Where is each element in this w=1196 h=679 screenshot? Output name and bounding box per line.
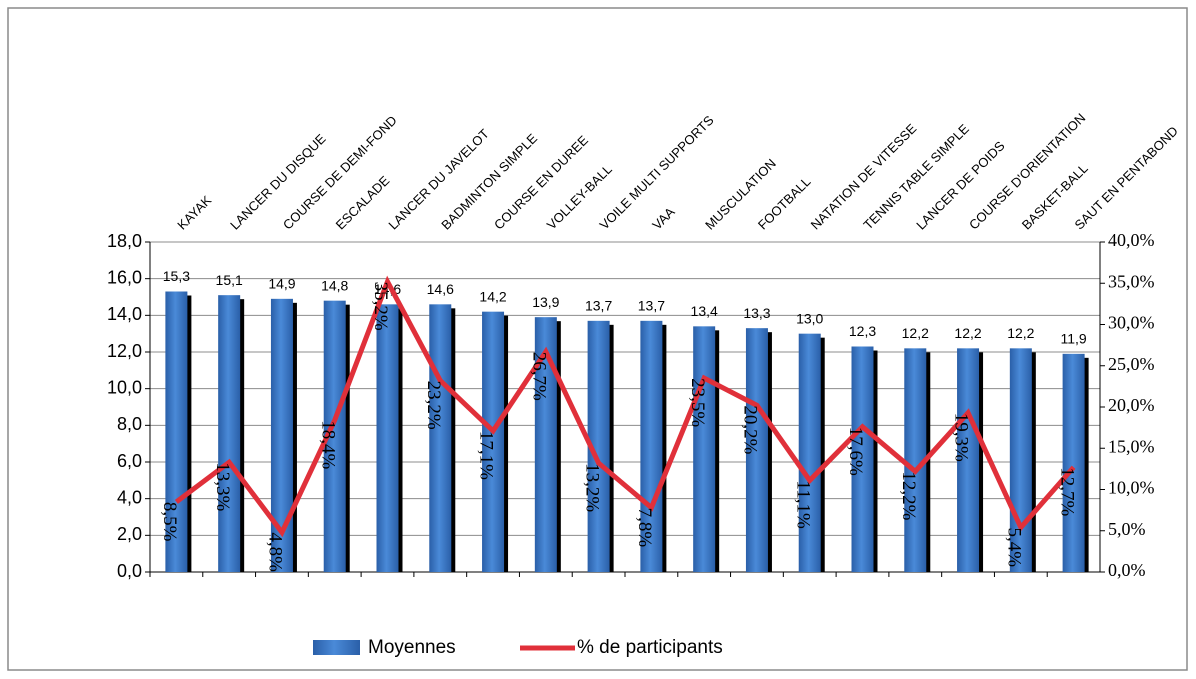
bar-value-label: 14,9 [268, 276, 295, 292]
y-tick-label: 2,0 [117, 524, 142, 544]
bar-value-label: 14,6 [427, 281, 454, 297]
bar-value-label: 12,3 [849, 323, 876, 339]
y-tick-label: 0,0 [117, 561, 142, 581]
bar [429, 304, 452, 572]
y2-tick-label: 0,0% [1108, 560, 1146, 580]
line-value-label: 13,3% [212, 462, 233, 511]
bar-value-label: 12,2 [1007, 325, 1034, 341]
bar-value-label: 14,2 [479, 288, 506, 304]
line-value-label: 26,7% [528, 352, 549, 401]
bar [957, 348, 980, 572]
y2-tick-label: 5,0% [1108, 519, 1146, 539]
y-tick-label: 10,0 [107, 377, 142, 397]
y2-tick-label: 10,0% [1108, 478, 1155, 498]
line-value-label: 4,8% [265, 532, 286, 572]
bar [218, 295, 241, 572]
line-value-label: 5,4% [1003, 527, 1024, 567]
bar [323, 300, 346, 572]
bar-value-label: 13,7 [638, 298, 665, 314]
y-tick-label: 8,0 [117, 414, 142, 434]
bar-value-label: 14,8 [321, 277, 348, 293]
line-value-label: 17,1% [476, 431, 497, 480]
bar-value-label: 12,2 [902, 325, 929, 341]
y-tick-label: 14,0 [107, 304, 142, 324]
line-value-label: 11,1% [792, 480, 813, 529]
y2-tick-label: 15,0% [1108, 436, 1155, 456]
bar-value-label: 12,2 [954, 325, 981, 341]
bar-value-label: 13,7 [585, 298, 612, 314]
y-tick-label: 12,0 [107, 341, 142, 361]
bar [693, 326, 716, 572]
line-value-label: 20,2% [740, 405, 761, 454]
bar [270, 298, 293, 572]
line-value-label: 7,8% [634, 508, 655, 548]
line-value-label: 8,5% [159, 502, 180, 542]
bar [165, 291, 188, 572]
bar [376, 304, 399, 572]
line-value-label: 19,3% [951, 413, 972, 462]
y2-tick-label: 40,0% [1108, 230, 1155, 250]
legend-label: Moyennes [368, 637, 456, 658]
line-value-label: 12,7% [1056, 467, 1077, 516]
bar-value-label: 13,4 [691, 303, 718, 319]
legend-swatch [313, 640, 360, 655]
bar-value-label: 13,3 [743, 305, 770, 321]
bar [851, 346, 874, 572]
line-value-label: 35,2% [370, 282, 391, 331]
bar [482, 311, 505, 572]
y2-tick-label: 30,0% [1108, 313, 1155, 333]
legend-label: % de participants [577, 637, 723, 658]
bar-value-label: 15,3 [163, 268, 190, 284]
line-value-label: 23,2% [423, 381, 444, 430]
y2-tick-label: 25,0% [1108, 354, 1155, 374]
bar [534, 317, 557, 572]
y-tick-label: 4,0 [117, 487, 142, 507]
bar [587, 320, 610, 572]
bar [904, 348, 927, 572]
y-tick-label: 16,0 [107, 267, 142, 287]
bar-value-label: 15,1 [216, 272, 243, 288]
bar [745, 328, 768, 572]
line-value-label: 18,4% [317, 420, 338, 469]
bar-value-label: 13,0 [796, 310, 823, 326]
line-value-label: 13,2% [581, 463, 602, 512]
y-tick-label: 6,0 [117, 451, 142, 471]
bar-value-label: 11,9 [1061, 331, 1087, 347]
bar [640, 320, 663, 572]
line-value-label: 23,5% [687, 378, 708, 427]
bar [798, 333, 821, 572]
y2-tick-label: 35,0% [1108, 271, 1155, 291]
bar [1062, 353, 1085, 572]
line [174, 275, 1076, 538]
y2-tick-label: 20,0% [1108, 395, 1155, 415]
line-value-label: 17,6% [845, 427, 866, 476]
line-value-label: 12,2% [898, 471, 919, 520]
y-tick-label: 18,0 [107, 231, 142, 251]
bar-value-label: 13,9 [532, 294, 559, 310]
